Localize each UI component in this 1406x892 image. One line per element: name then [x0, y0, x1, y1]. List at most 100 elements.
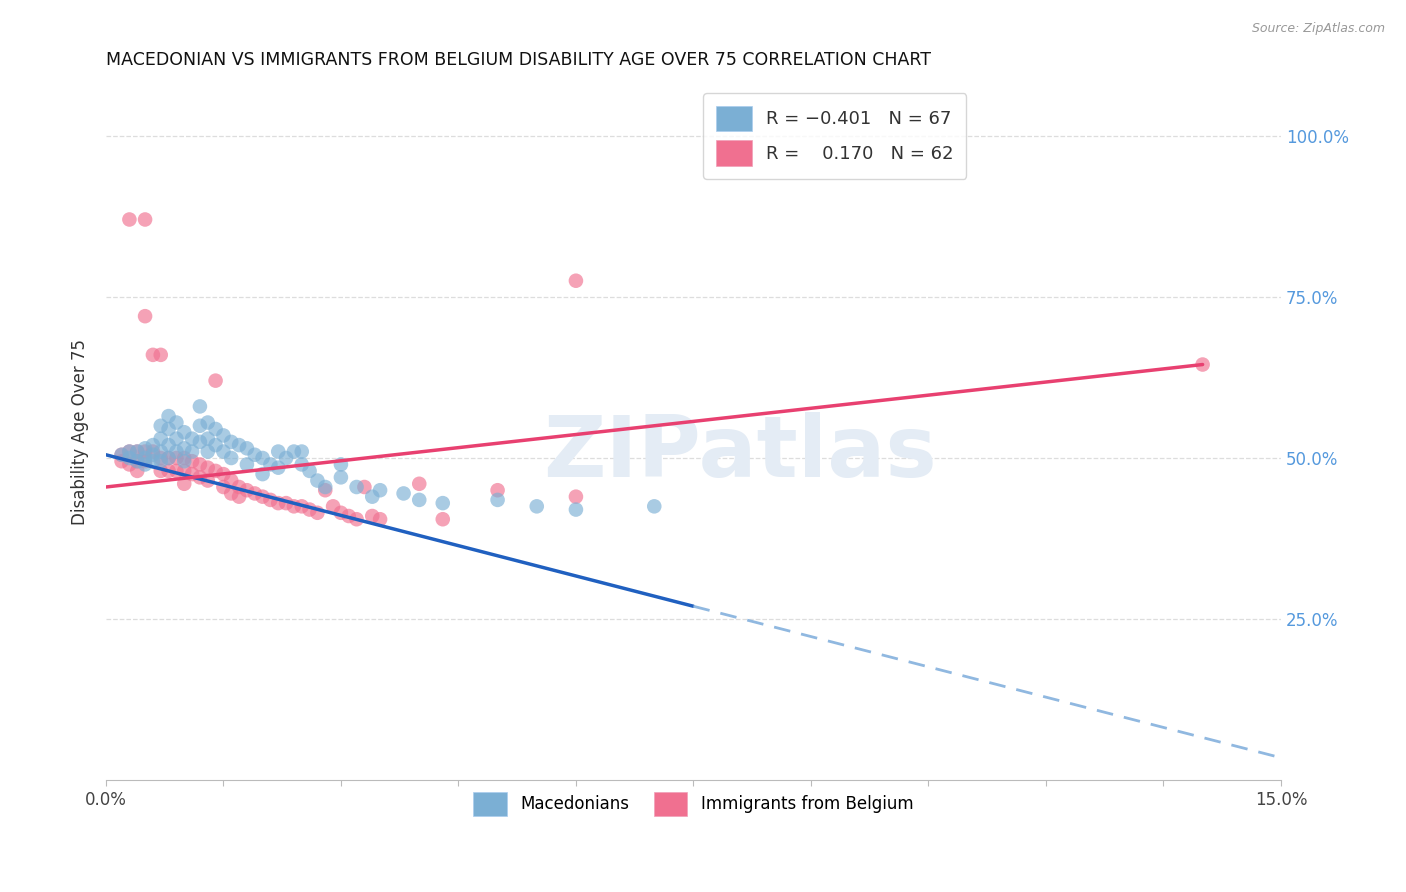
Legend: Macedonians, Immigrants from Belgium: Macedonians, Immigrants from Belgium [465, 784, 922, 824]
Point [1191, 358, 1213, 372]
Point [157, 409, 180, 423]
Point [110, 448, 132, 462]
Point [149, 348, 172, 362]
Point [291, 500, 314, 514]
Point [267, 444, 290, 458]
Point [142, 348, 165, 362]
Point [298, 502, 321, 516]
Point [173, 464, 195, 478]
Point [486, 483, 509, 498]
Point [127, 464, 149, 478]
Point [118, 444, 141, 458]
Point [188, 434, 211, 449]
Point [157, 450, 180, 465]
Point [173, 450, 195, 465]
Point [118, 458, 141, 472]
Point [252, 467, 274, 482]
Point [361, 508, 384, 523]
Point [181, 432, 204, 446]
Point [228, 438, 250, 452]
Point [236, 442, 259, 456]
Point [197, 444, 219, 458]
Point [173, 425, 195, 440]
Point [188, 418, 211, 433]
Point [267, 460, 290, 475]
Y-axis label: Disability Age Over 75: Disability Age Over 75 [72, 339, 89, 525]
Point [243, 448, 266, 462]
Point [212, 444, 235, 458]
Point [165, 444, 187, 458]
Point [236, 458, 259, 472]
Point [197, 474, 219, 488]
Point [157, 464, 180, 478]
Point [134, 309, 156, 323]
Point [219, 434, 242, 449]
Point [432, 512, 454, 526]
Point [127, 454, 149, 468]
Text: ZIPatlas: ZIPatlas [544, 411, 938, 494]
Point [361, 490, 384, 504]
Point [259, 492, 281, 507]
Point [134, 212, 156, 227]
Point [346, 480, 368, 494]
Point [181, 467, 204, 482]
Point [165, 432, 187, 446]
Point [118, 450, 141, 465]
Point [228, 490, 250, 504]
Point [173, 442, 195, 456]
Point [157, 450, 180, 465]
Point [134, 442, 156, 456]
Point [368, 483, 391, 498]
Point [219, 450, 242, 465]
Point [149, 454, 172, 468]
Point [134, 458, 156, 472]
Point [329, 506, 352, 520]
Point [127, 444, 149, 458]
Point [486, 492, 509, 507]
Text: Source: ZipAtlas.com: Source: ZipAtlas.com [1251, 22, 1385, 36]
Point [157, 422, 180, 436]
Point [204, 374, 226, 388]
Point [188, 400, 211, 414]
Point [181, 444, 204, 458]
Point [298, 464, 321, 478]
Point [236, 483, 259, 498]
Point [127, 454, 149, 468]
Point [212, 428, 235, 442]
Point [432, 496, 454, 510]
Point [197, 416, 219, 430]
Point [408, 476, 430, 491]
Point [134, 454, 156, 468]
Point [204, 422, 226, 436]
Point [322, 500, 344, 514]
Point [173, 476, 195, 491]
Point [181, 454, 204, 468]
Point [127, 444, 149, 458]
Point [274, 450, 297, 465]
Point [204, 464, 226, 478]
Point [337, 508, 360, 523]
Point [283, 500, 305, 514]
Point [526, 500, 548, 514]
Point [212, 467, 235, 482]
Point [118, 444, 141, 458]
Point [314, 480, 336, 494]
Point [291, 458, 314, 472]
Point [307, 506, 329, 520]
Point [392, 486, 415, 500]
Text: MACEDONIAN VS IMMIGRANTS FROM BELGIUM DISABILITY AGE OVER 75 CORRELATION CHART: MACEDONIAN VS IMMIGRANTS FROM BELGIUM DI… [105, 51, 931, 69]
Point [643, 500, 665, 514]
Point [165, 416, 187, 430]
Point [134, 444, 156, 458]
Point [307, 474, 329, 488]
Point [314, 483, 336, 498]
Point [259, 458, 281, 472]
Point [142, 438, 165, 452]
Point [188, 458, 211, 472]
Point [368, 512, 391, 526]
Point [110, 448, 132, 462]
Point [149, 418, 172, 433]
Point [197, 460, 219, 475]
Point [204, 438, 226, 452]
Point [149, 464, 172, 478]
